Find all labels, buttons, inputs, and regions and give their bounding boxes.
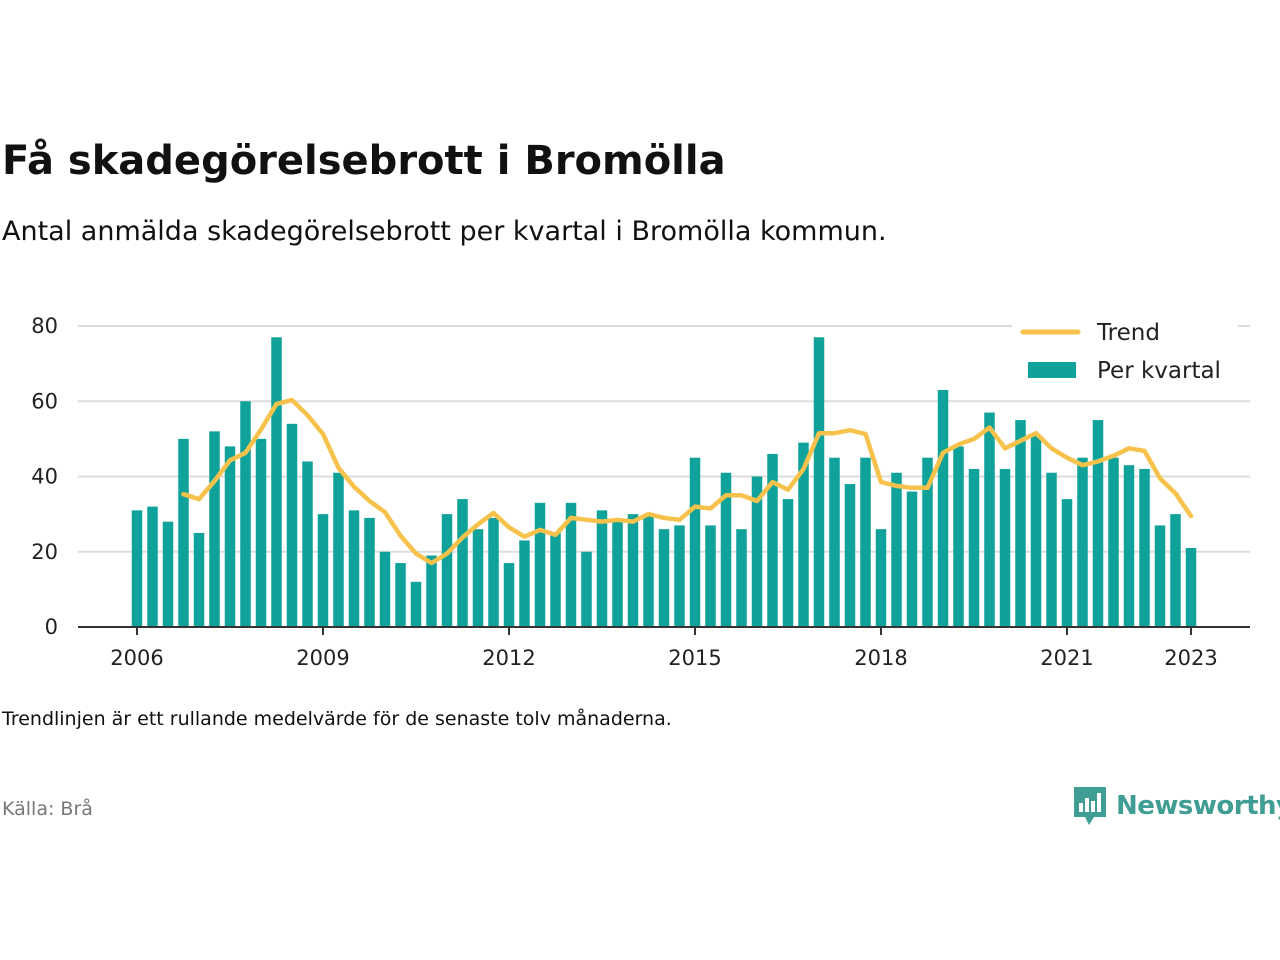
bar	[1061, 499, 1073, 627]
y-tick-label: 0	[45, 615, 58, 639]
newsworthy-logo: Newsworthy	[1072, 784, 1280, 828]
bar	[441, 514, 453, 627]
legend-trend-label: Trend	[1096, 320, 1160, 346]
bar	[1108, 457, 1119, 627]
bar	[860, 457, 871, 627]
bar	[550, 532, 561, 627]
bar	[147, 506, 158, 627]
legend: Trend Per kvartal	[1012, 312, 1238, 394]
footnote: Trendlinjen är ett rullande medelvärde f…	[2, 708, 672, 730]
bar	[302, 461, 313, 627]
brand-name: Newsworthy	[1116, 791, 1280, 821]
bar	[596, 510, 608, 627]
x-tick-label: 2018	[854, 646, 907, 670]
x-tick-label: 2009	[296, 646, 349, 670]
y-tick-label: 20	[31, 540, 58, 564]
x-tick-label: 2012	[482, 646, 535, 670]
bar	[767, 453, 778, 627]
bar	[271, 337, 282, 627]
bar	[705, 525, 716, 627]
bar	[844, 484, 856, 627]
bar	[968, 468, 980, 627]
y-tick-label: 60	[31, 389, 58, 413]
chart-subtitle: Antal anmälda skadegörelsebrott per kvar…	[2, 216, 887, 247]
bar	[395, 563, 406, 627]
bar	[162, 521, 174, 627]
bar	[1030, 435, 1042, 627]
bar	[565, 502, 577, 627]
bar	[906, 491, 918, 627]
bar	[1077, 457, 1088, 627]
bar	[891, 472, 902, 627]
x-axis: 2006 2009 2012 2015 2018 2021 2023	[78, 626, 1250, 670]
bar	[720, 472, 732, 627]
bar	[1185, 547, 1197, 627]
chart-area: 0 20 40 60 80 2006 2009 2012 2015 2018 2021 2023 T…	[31, 312, 1250, 670]
x-tick-label: 2021	[1040, 646, 1093, 670]
bar	[1123, 465, 1135, 627]
bar	[534, 502, 546, 627]
bar	[937, 389, 949, 627]
bar	[999, 468, 1011, 627]
bar-series	[131, 337, 1197, 627]
bar	[581, 551, 592, 627]
bar	[736, 529, 747, 627]
bar	[1139, 468, 1150, 627]
chart-title: Få skadegörelsebrott i Bromölla	[2, 138, 726, 184]
bar	[643, 514, 654, 627]
legend-bar-swatch	[1028, 362, 1076, 378]
y-axis-ticks: 0 20 40 60 80	[31, 314, 58, 639]
bar	[457, 499, 468, 627]
bar	[1154, 525, 1166, 627]
bar	[875, 529, 887, 627]
x-tick-label: 2015	[668, 646, 721, 670]
bar	[317, 514, 329, 627]
bar	[689, 457, 701, 627]
trend-series	[181, 397, 1194, 566]
bar	[1170, 514, 1181, 627]
bar	[333, 472, 344, 627]
bar	[379, 551, 391, 627]
newsworthy-logo-icon	[1074, 787, 1106, 825]
bar	[364, 517, 375, 627]
bar	[922, 457, 933, 627]
bar	[193, 532, 205, 627]
source-credit: Källa: Brå	[2, 798, 93, 820]
bar	[240, 401, 251, 627]
y-tick-label: 40	[31, 465, 58, 489]
bar	[984, 412, 995, 627]
bar	[813, 337, 825, 627]
bar	[519, 540, 530, 627]
bar	[348, 510, 360, 627]
bar	[658, 529, 670, 627]
bar	[410, 581, 422, 627]
legend-bar-label: Per kvartal	[1097, 358, 1221, 384]
bar	[224, 446, 236, 627]
legend-background	[1012, 312, 1238, 394]
bar	[829, 457, 840, 627]
bar	[209, 431, 220, 627]
bar	[426, 555, 437, 627]
bar	[286, 423, 298, 627]
bar	[488, 517, 499, 627]
bar	[1015, 420, 1026, 627]
bar	[1092, 420, 1104, 627]
bar	[798, 442, 809, 627]
bar	[612, 521, 623, 627]
bar	[1046, 472, 1057, 627]
bar	[255, 438, 267, 627]
bar	[131, 510, 143, 627]
y-tick-label: 80	[31, 314, 58, 338]
x-tick-label: 2023	[1164, 646, 1217, 670]
bar	[627, 514, 639, 627]
x-tick-label: 2006	[110, 646, 163, 670]
bar	[751, 476, 763, 627]
bar	[782, 499, 794, 627]
bar	[674, 525, 685, 627]
bar	[503, 563, 515, 627]
trend-line	[181, 397, 1194, 566]
bar	[472, 529, 484, 627]
bar	[178, 438, 189, 627]
bar	[953, 446, 964, 627]
